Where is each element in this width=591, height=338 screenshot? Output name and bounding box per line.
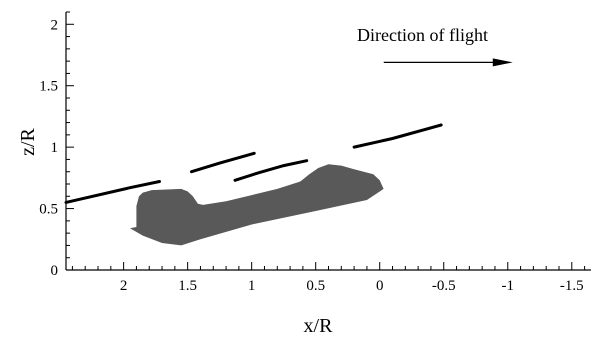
wake-streak-4 [352,123,443,149]
flight-direction-arrow-head [492,58,513,67]
x-tick-label: 1.5 [178,278,197,294]
x-tick-label: -1.5 [560,278,584,294]
x-tick-label: 1 [248,278,256,294]
axis-ticks: 2 1.5 1 0.5 0 -0.5 -1 -1.5 0 0.5 1 1.5 2 [39,11,586,294]
y-axis-label: z/R [17,127,39,155]
x-tick-label: 0 [376,278,384,294]
y-tick-label: 0 [51,263,59,279]
flight-direction-text: Direction of flight [357,25,488,45]
flight-direction-annotation: Direction of flight [357,25,513,67]
x-tick-label: 2 [120,278,128,294]
x-tick-label: -0.5 [432,278,456,294]
wake-streak-2 [190,151,256,174]
wake-streak-3 [233,159,309,182]
wake-streak-1 [64,180,161,204]
y-tick-label: 0.5 [39,202,58,218]
x-tick-label: -1 [502,278,515,294]
dark-region [130,164,384,246]
axis-labels: x/R z/R [17,127,333,337]
y-tick-label: 1.5 [39,79,58,95]
y-tick-label: 2 [51,17,59,33]
x-tick-label: 0.5 [306,278,325,294]
x-axis-label: x/R [304,315,334,337]
y-tick-label: 1 [51,140,59,156]
plot-content [64,123,443,246]
